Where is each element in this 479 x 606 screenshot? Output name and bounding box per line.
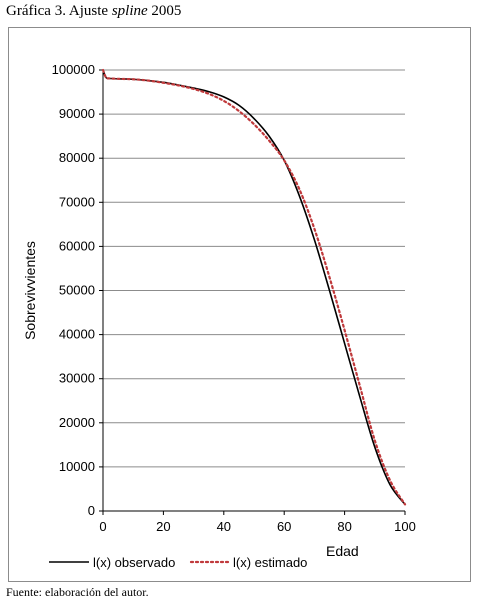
x-tick-label: 0 xyxy=(99,519,106,534)
tick-labels: 0 10000 20000 30000 40000 50000 60000 70000 8000… xyxy=(52,62,416,534)
x-axis-title: Edad xyxy=(326,543,359,559)
axes xyxy=(99,69,406,515)
x-tick-label: 40 xyxy=(217,519,231,534)
x-tick-label: 80 xyxy=(337,519,351,534)
y-tick-label: 20000 xyxy=(59,415,95,430)
y-tick-label: 10000 xyxy=(59,459,95,474)
y-tick-label: 80000 xyxy=(59,150,95,165)
grid-lines xyxy=(103,69,405,468)
y-tick-label: 100000 xyxy=(52,62,95,77)
series-lines xyxy=(101,68,407,506)
caption-prefix: Gráfica 3. Ajuste xyxy=(6,3,112,19)
y-tick-label: 30000 xyxy=(59,371,95,386)
y-tick-label: 50000 xyxy=(59,283,95,298)
legend-label-observed: l(x) observado xyxy=(93,555,175,570)
survival-chart: 0 10000 20000 30000 40000 50000 60000 70000 8000… xyxy=(22,62,416,570)
y-tick-label: 0 xyxy=(88,503,95,518)
series-line-estimated xyxy=(101,68,407,506)
y-tick-label: 60000 xyxy=(59,238,95,253)
y-tick-label: 70000 xyxy=(59,194,95,209)
x-tick-label: 60 xyxy=(277,519,291,534)
x-tick-label: 100 xyxy=(394,519,416,534)
caption-suffix: 2005 xyxy=(147,3,182,19)
caption-italic: spline xyxy=(111,3,148,19)
y-tick-label: 90000 xyxy=(59,106,95,121)
y-tick-label: 40000 xyxy=(59,327,95,342)
chart-frame: 0 10000 20000 30000 40000 50000 60000 70000 8000… xyxy=(8,27,471,582)
legend: l(x) observado l(x) estimado xyxy=(49,555,307,570)
legend-label-estimated: l(x) estimado xyxy=(233,555,307,570)
source-note: Fuente: elaboración del autor. xyxy=(6,585,149,599)
figure-caption: Gráfica 3. Ajuste spline 2005 xyxy=(6,3,181,20)
x-tick-label: 20 xyxy=(156,519,170,534)
series-line-observed xyxy=(102,69,406,505)
y-axis-title: Sobrevivvientes xyxy=(22,241,38,340)
